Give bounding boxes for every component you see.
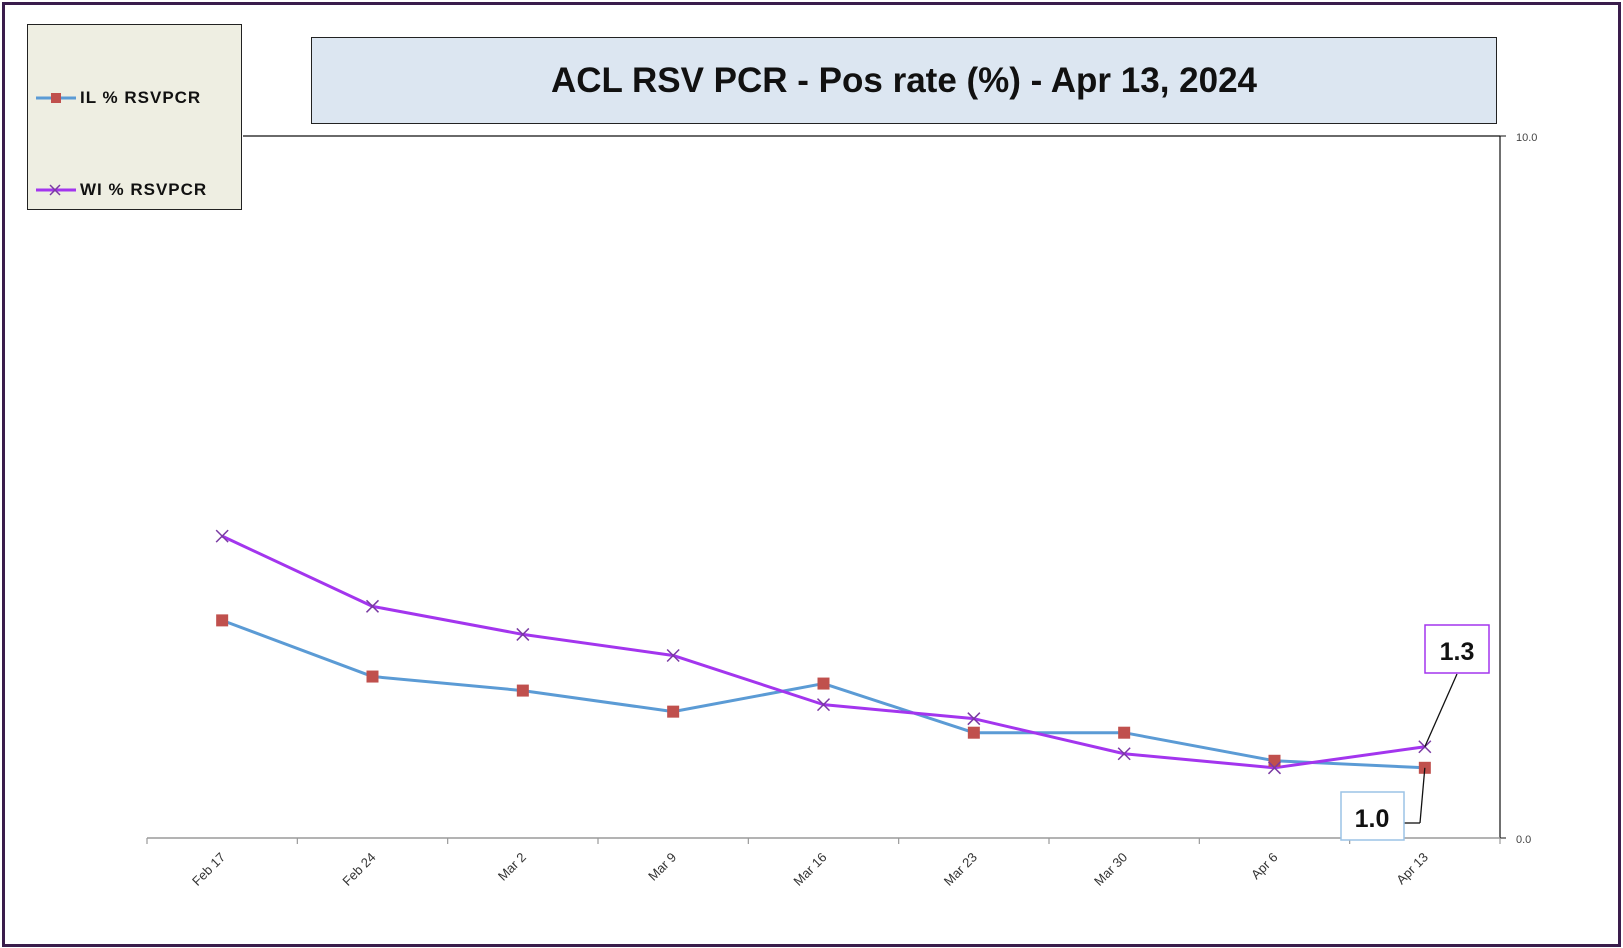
chart-title-box: ACL RSV PCR - Pos rate (%) - Apr 13, 202… [311, 37, 1497, 124]
x-tick-label: Mar 30 [1091, 850, 1130, 889]
wi-data-point [1117, 747, 1131, 761]
y-tick-label-min: 0.0 [1516, 834, 1531, 846]
il-callout-label: 1.0 [1355, 805, 1390, 833]
wi-data-point [967, 712, 981, 726]
il-data-point [667, 705, 680, 718]
wi-data-point [816, 698, 831, 712]
il-data-point [516, 684, 529, 697]
wi-data-point [365, 599, 380, 613]
il-data-point [1268, 754, 1281, 767]
il-series-line [221, 618, 1425, 770]
il-data-point [1118, 726, 1131, 739]
x-tick-label: Apr 13 [1393, 850, 1431, 888]
legend-item-il: IL % RSVPCR [34, 88, 201, 108]
x-tick-label: Mar 9 [645, 850, 679, 884]
wi-data-point [666, 648, 680, 663]
x-tick-label: Apr 6 [1248, 850, 1281, 883]
chart-legend: IL % RSVPCR WI % RSVPCR [27, 24, 242, 210]
legend-item-wi: WI % RSVPCR [34, 180, 207, 200]
wi-data-point [1267, 761, 1282, 775]
il-data-point [216, 614, 229, 627]
wi-callout-box [1424, 624, 1490, 674]
wi-data-point [215, 529, 229, 543]
legend-label-wi: WI % RSVPCR [80, 180, 208, 199]
x-tick-label: Feb 24 [339, 850, 378, 889]
x-tick-label: Mar 2 [495, 850, 529, 884]
y-tick-label-max: 10.0 [1516, 132, 1537, 144]
wi-callout-leader [1424, 673, 1458, 748]
il-callout-box [1340, 791, 1405, 841]
chart-title: ACL RSV PCR - Pos rate (%) - Apr 13, 202… [550, 60, 1258, 100]
wi-series-line [221, 534, 1426, 770]
il-series-legend-symbol [36, 93, 76, 103]
legend-label-il: IL % RSVPCR [80, 88, 202, 107]
x-tick-label: Mar 23 [941, 850, 980, 889]
x-tick-label: Feb 17 [189, 850, 228, 889]
il-data-point [967, 726, 980, 739]
il-callout-leader [1419, 767, 1426, 824]
wi-callout-label: 1.3 [1440, 638, 1475, 666]
wi-data-point [516, 627, 530, 641]
il-data-point [366, 670, 379, 683]
wi-series-legend-symbol [36, 184, 76, 196]
x-tick-label: Mar 16 [790, 850, 829, 889]
il-data-point [817, 677, 830, 690]
